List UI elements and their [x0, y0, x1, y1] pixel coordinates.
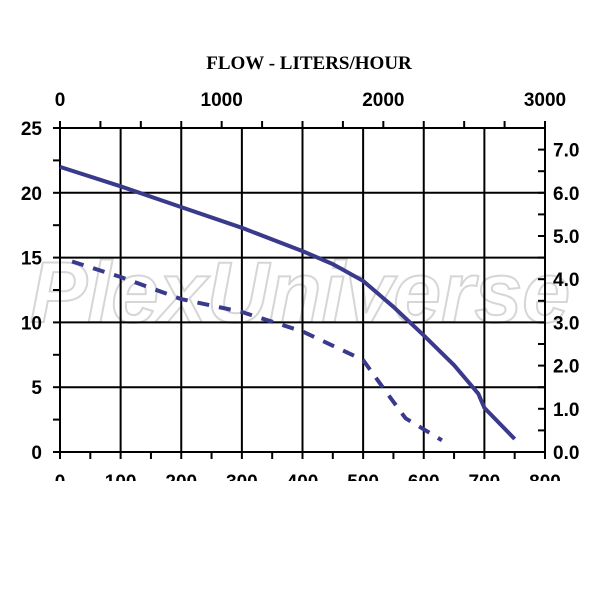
- right-tick-label: 6.0: [553, 184, 579, 205]
- dashed-curve: [71, 259, 443, 443]
- right-tick-label: 3.0: [553, 313, 579, 334]
- right-tick-label: 2.0: [553, 357, 579, 378]
- series-layer: [59, 164, 517, 443]
- right-tick-label: 7.0: [553, 141, 579, 162]
- y-tick-label: 15: [21, 249, 43, 270]
- y-tick-label: 0: [31, 443, 42, 464]
- y-tick-label: 10: [21, 313, 42, 334]
- right-tick-label: 1.0: [553, 400, 579, 421]
- y-tick-label: 20: [21, 184, 42, 205]
- top-tick-label: 1000: [201, 90, 243, 111]
- watermark: PlexUniverse: [30, 245, 570, 341]
- minor-ticks: [53, 121, 546, 459]
- chart-title: FLOW - LITERS/HOUR: [206, 53, 412, 74]
- grid-lines: [59, 127, 546, 453]
- right-tick-label: 0.0: [553, 443, 579, 464]
- right-tick-label: 4.0: [553, 270, 579, 291]
- solid-curve: [59, 164, 517, 441]
- top-tick-label: 2000: [362, 90, 404, 111]
- y-tick-labels: 0 5 10 15 20 25: [21, 119, 43, 464]
- top-tick-label: 3000: [524, 90, 566, 111]
- right-tick-label: 5.0: [553, 227, 579, 248]
- y-tick-label: 5: [31, 378, 42, 399]
- top-tick-label: 0: [55, 90, 66, 111]
- y-tick-label: 25: [21, 119, 43, 140]
- bottom-cover: [0, 481, 600, 600]
- top-tick-labels: 0 1000 2000 3000: [55, 90, 566, 111]
- right-tick-labels: 0.0 1.0 2.0 3.0 4.0 5.0 6.0 7.0: [553, 141, 579, 464]
